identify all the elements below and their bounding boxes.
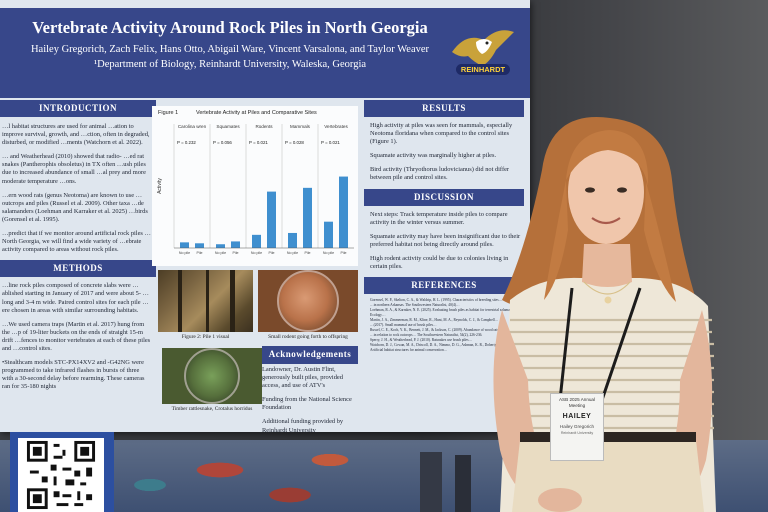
ack-item: Additional funding provided by Reinhardt…	[262, 418, 344, 432]
qr-code-icon	[18, 438, 104, 512]
intro-paragraph: … and Weatherhead (2010) showed that rad…	[2, 153, 146, 185]
section-acknowledgements-heading: Acknowledgements	[262, 346, 358, 364]
bar	[324, 221, 333, 248]
poster-title: Vertebrate Activity Around Rock Piles in…	[32, 18, 428, 37]
panel-title: Squamates	[216, 124, 240, 129]
methods-paragraph: …We used camera traps (Martin et al. 201…	[2, 320, 151, 352]
badge-name: HAILEY	[562, 413, 592, 420]
bar	[252, 234, 261, 248]
easel-leg	[420, 452, 442, 512]
p-value-label: P = 0.232	[177, 140, 196, 145]
category-tick-label: No pile	[179, 251, 190, 255]
ack-item: Landowner, Dr. Austin Flint, generously …	[262, 366, 343, 390]
bar	[339, 176, 348, 248]
name-badge: ASB 2025 Annual Meeting HAILEY Hailey Gr…	[550, 393, 604, 461]
p-value-label: P = 0.021	[321, 140, 340, 145]
discussion-text: Next steps: Track temperature inside pil…	[364, 206, 524, 272]
y-axis-label: Activity	[157, 178, 163, 194]
results-item: High activity at piles was seen for mamm…	[370, 122, 513, 146]
badge-affiliation: Reinhardt University	[560, 431, 594, 435]
bar	[180, 242, 189, 248]
section-references-heading: REFERENCES	[364, 277, 524, 295]
p-value-label: P = 0.021	[249, 140, 268, 145]
panel-title: Carolina wren	[178, 124, 207, 129]
panel-title: Mammals	[290, 124, 311, 129]
reference-line: Watchorn, D. J., Cowan, M. A., Driscoll,…	[370, 343, 516, 353]
eagle-logo-icon	[452, 30, 514, 66]
bar	[231, 241, 240, 248]
figure-label: Figure 1	[158, 110, 179, 116]
rock-pile-photo	[158, 270, 253, 332]
easel-leg	[455, 455, 471, 512]
discussion-item: Next steps: Track temperature inside pil…	[370, 210, 508, 226]
badge-event: ASB 2025 Annual Meeting	[558, 397, 595, 408]
photo-caption: Figure 2: Pile 1 visual	[181, 334, 230, 340]
results-item: Squamate activity was marginally higher …	[370, 152, 497, 160]
ack-item: Funding from the National Science Founda…	[262, 396, 352, 412]
discussion-item: Squamate activity may have been insignif…	[370, 232, 521, 248]
intro-paragraph: …ern wood rats (genus Neotoma) are known…	[2, 191, 148, 223]
reference-line: Sperry, J. H., & Weatherhead, P. J. (201…	[370, 338, 473, 343]
category-tick-label: Pile	[233, 251, 239, 255]
reference-line: Russel, C. E., Koch, Y. K., Bennett, J. …	[370, 328, 503, 333]
bar	[288, 232, 297, 248]
category-tick-label: No pile	[251, 251, 262, 255]
category-tick-label: Pile	[197, 251, 203, 255]
bar	[216, 244, 225, 248]
reference-line: Gorensel, W. P., Skelton, C. A., & Waldr…	[370, 298, 503, 303]
section-methods-heading: METHODS	[0, 260, 156, 278]
introduction-text: …l habitat structures are used for anima…	[0, 117, 156, 254]
bar	[303, 187, 312, 248]
figure-title: Vertebrate Activity at Piles and Compara…	[196, 110, 317, 116]
panel-title: Rodents	[255, 124, 273, 129]
methods-paragraph: •Stealthcam models STC-PX14XV2 and -G42N…	[2, 359, 145, 391]
results-text: High activity at piles was seen for mamm…	[364, 117, 524, 183]
reference-line: …in northern Arkansas. The Southwestern …	[370, 303, 460, 308]
category-tick-label: Pile	[269, 251, 275, 255]
research-poster: Vertebrate Activity Around Rock Piles in…	[0, 0, 530, 432]
reference-line: Martin, J. A., Zimmerman, R. M., Kline, …	[370, 318, 499, 323]
acknowledgements-text: Landowner, Dr. Austin Flint, generously …	[262, 366, 358, 432]
poster-department: ¹Department of Biology, Reinhardt Univer…	[93, 59, 367, 70]
rattlesnake-camera-photo	[162, 348, 262, 404]
poster-authors: Hailey Gregorich, Zach Felix, Hans Otto,…	[30, 44, 430, 55]
intro-paragraph: …predict that if we monitor around artif…	[2, 230, 151, 254]
figure-1-chart: Activity Carolina wren P = 0.232 No pile Pil…	[152, 106, 358, 266]
reference-line: …in relation to rock outcrops… The South…	[370, 333, 483, 338]
section-discussion-heading: DISCUSSION	[364, 188, 524, 206]
discussion-item: High rodent activity could be due to col…	[370, 254, 509, 271]
category-tick-label: Pile	[341, 251, 347, 255]
results-item: Bird activity (Thryothorus ludovicianus)…	[370, 166, 510, 182]
photo-caption: Timber rattlesnake, Crotalus horridus	[171, 406, 253, 412]
bar	[267, 191, 276, 248]
section-results-heading: RESULTS	[364, 100, 524, 117]
section-introduction-heading: INTRODUCTION	[0, 100, 156, 117]
poster-right-column: RESULTS High activity at piles was seen …	[364, 100, 524, 430]
category-tick-label: No pile	[215, 251, 226, 255]
category-tick-label: Pile	[305, 251, 311, 255]
rodent-camera-photo	[258, 270, 358, 332]
badge-full-name: Hailey Gregorich	[559, 424, 595, 429]
presenter-person	[493, 117, 716, 512]
logo-wordmark: REINHARDT	[456, 64, 510, 75]
photo-caption: Small rodent going forth to offspring	[268, 334, 348, 340]
category-tick-label: No pile	[323, 251, 334, 255]
reference-line: Loehman, R. A., & Karraker, N. E. (2025)…	[370, 308, 519, 318]
p-value-label: P = 0.028	[285, 140, 304, 145]
methods-paragraph: …line rock piles composed of concrete sl…	[2, 282, 149, 314]
bar	[195, 243, 204, 248]
poster-left-column: INTRODUCTION …l habitat structures are u…	[0, 100, 156, 430]
panel-title: Vertebrates	[324, 124, 348, 129]
reference-line: …(2017). Small mammal use of brush piles…	[370, 323, 437, 328]
intro-paragraph: …l habitat structures are used for anima…	[2, 123, 150, 147]
methods-text: …line rock piles composed of concrete sl…	[0, 277, 156, 391]
references-text: Gorensel, W. P., Skelton, C. A., & Waldr…	[364, 294, 524, 353]
poster-header: Vertebrate Activity Around Rock Piles in…	[0, 8, 530, 98]
category-tick-label: No pile	[287, 251, 298, 255]
bar-chart: Activity Carolina wren P = 0.232 No pile Pil…	[157, 124, 354, 255]
p-value-label: P = 0.056	[213, 140, 232, 145]
